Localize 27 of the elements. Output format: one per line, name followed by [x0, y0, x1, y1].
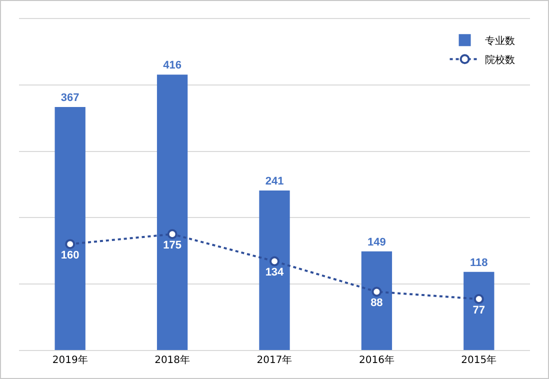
data-label: 367 [60, 92, 80, 104]
data-label: 118 [470, 256, 488, 269]
point [167, 229, 178, 240]
bar [54, 107, 86, 350]
x-tick-label: 2019年 [52, 354, 88, 366]
bar [464, 272, 494, 350]
x-tick-label: 2015年 [461, 354, 497, 366]
point [65, 239, 76, 250]
bar [156, 74, 188, 350]
data-label: 88 [370, 296, 383, 309]
data-label: 134 [265, 266, 285, 279]
data-label: 241 [265, 175, 284, 188]
legend-label: 专业数 [484, 35, 515, 48]
data-label: 77 [472, 304, 486, 316]
point [372, 286, 382, 297]
point [270, 256, 280, 266]
data-label: 160 [60, 249, 80, 262]
x-tick-label: 2018年 [154, 354, 190, 366]
x-tick-label: 2016年 [358, 354, 394, 366]
legend-label: 院校数 [484, 54, 515, 66]
x-tick-label: 2017年 [256, 354, 292, 366]
point [474, 294, 484, 304]
bar [259, 190, 290, 350]
bar [361, 251, 392, 350]
data-label: 416 [163, 60, 182, 72]
data-label: 149 [368, 236, 386, 248]
data-label: 175 [163, 239, 182, 252]
